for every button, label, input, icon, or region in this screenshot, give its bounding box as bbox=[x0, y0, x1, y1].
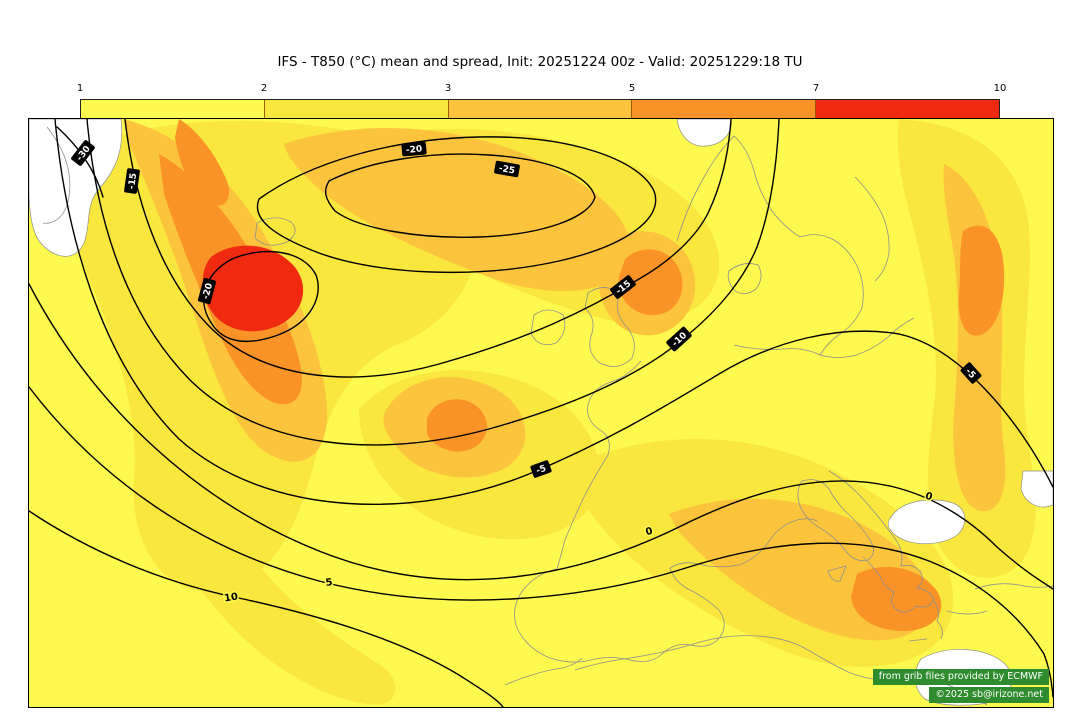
contour-plus5 bbox=[29, 386, 1053, 698]
nodata-right-edge bbox=[1020, 470, 1053, 508]
spread-level5-region bbox=[202, 245, 304, 332]
coast-balkans-greece bbox=[828, 470, 935, 613]
spread-blob bbox=[284, 127, 631, 292]
contour-plus10 bbox=[29, 510, 504, 707]
spread-blob bbox=[427, 399, 487, 452]
coast-scandinavia bbox=[676, 135, 915, 358]
contour-label: 5 bbox=[323, 576, 334, 591]
coast-france-iberia bbox=[514, 360, 818, 663]
contour-minus5 bbox=[54, 119, 1053, 505]
svg-text:-20: -20 bbox=[406, 145, 423, 156]
spread-blob bbox=[175, 119, 229, 206]
svg-text:10: 10 bbox=[223, 591, 239, 604]
colorbar-tick: 3 bbox=[444, 83, 452, 94]
coast-italy bbox=[797, 479, 874, 561]
colorbar-segment bbox=[448, 100, 633, 120]
mean-contours bbox=[29, 119, 1053, 707]
contour-label: -15 bbox=[124, 168, 140, 194]
colorbar-tick: 1 bbox=[76, 83, 84, 94]
contour-label: -20 bbox=[401, 141, 427, 157]
contour-label: -5 bbox=[960, 362, 982, 384]
svg-text:-5: -5 bbox=[535, 464, 548, 477]
svg-text:-5: -5 bbox=[963, 367, 977, 381]
contour-minus20-loop bbox=[256, 136, 657, 274]
coast-bothnia bbox=[854, 176, 890, 282]
contour-label: -25 bbox=[494, 160, 520, 178]
page-title: IFS - T850 (°C) mean and spread, Init: 2… bbox=[277, 54, 803, 70]
attribution-copyright: ©2025 sb@irizone.net bbox=[929, 687, 1049, 703]
contour-minus25-loop bbox=[324, 153, 596, 238]
contour-minus15-west bbox=[124, 119, 732, 378]
colorbar-segment bbox=[264, 100, 449, 120]
spread-blob bbox=[958, 225, 1005, 336]
spread-blob bbox=[138, 449, 396, 705]
attribution-source: from grib files provided by ECMWF bbox=[872, 669, 1049, 685]
contour-zero bbox=[29, 283, 1053, 590]
coast-greenland bbox=[42, 126, 71, 224]
contour-label: 10 bbox=[222, 590, 241, 606]
svg-text:-25: -25 bbox=[498, 164, 516, 177]
map-panel: -30 -15 -20 -20 -25 -15 -10 -5 -5 0 0 5 10 from grib… bbox=[28, 118, 1054, 708]
contour-minus20-core-loop bbox=[203, 250, 319, 342]
colorbar-track bbox=[80, 99, 1000, 121]
coast-ireland bbox=[530, 309, 566, 346]
colorbar-segment bbox=[632, 100, 817, 120]
contour-minus10 bbox=[86, 119, 780, 446]
coast-turkey bbox=[946, 583, 1053, 615]
colorbar-tick: 5 bbox=[628, 83, 636, 94]
svg-text:5: 5 bbox=[325, 577, 333, 589]
spread-red-core-blob bbox=[202, 245, 304, 332]
coast-iceland bbox=[254, 217, 296, 246]
coast-baltic-south bbox=[733, 344, 821, 356]
contour-label: -5 bbox=[530, 460, 552, 478]
contour-label: -20 bbox=[198, 277, 216, 305]
coast-aegean bbox=[933, 600, 943, 640]
colorbar-segment bbox=[81, 100, 265, 120]
colorbar-tick: 7 bbox=[812, 83, 820, 94]
svg-text:-15: -15 bbox=[127, 172, 139, 189]
spread-blob bbox=[618, 249, 683, 316]
colorbar-tick: 10 bbox=[993, 83, 1007, 94]
colorbar-tick: 2 bbox=[260, 83, 268, 94]
colorbar-segment bbox=[816, 100, 999, 120]
svg-text:-20: -20 bbox=[201, 282, 215, 300]
coast-sicily bbox=[827, 565, 847, 582]
spread-colorbar: 1 2 3 5 7 10 bbox=[76, 83, 1006, 121]
spread-blob bbox=[851, 566, 942, 631]
